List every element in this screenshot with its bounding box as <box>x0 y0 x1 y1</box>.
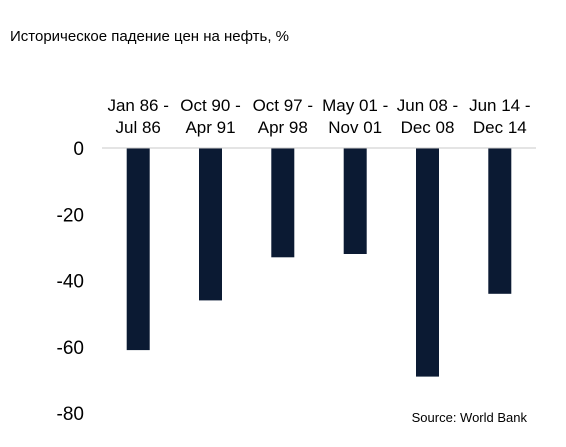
category-label-1: Jan 86 - Jul 86 <box>107 96 168 137</box>
y-tick-label-4: -60 <box>57 338 84 359</box>
bar-4 <box>343 148 367 254</box>
category-labels: Jan 86 - Jul 86 Oct 90 - Apr 91 Oct 97 - Apr … <box>107 96 530 137</box>
bar-6 <box>488 148 512 294</box>
source-note: Source: World Bank <box>412 410 528 425</box>
category-label-end: Apr 91 <box>185 118 235 137</box>
category-label-5: Jun 08 - Dec 08 <box>397 96 458 137</box>
y-axis-tick-labels: 0 -20 -40 -60 -80 <box>57 139 84 425</box>
y-tick-label-3: -40 <box>57 272 84 293</box>
bars <box>126 148 512 377</box>
category-label-2: Oct 90 - Apr 91 <box>180 96 240 137</box>
category-label-start: Oct 90 - <box>180 96 240 115</box>
y-tick-label-1: 0 <box>73 139 84 160</box>
category-label-end: Jul 86 <box>116 118 161 137</box>
category-label-end: Dec 08 <box>401 118 455 137</box>
category-label-start: May 01 - <box>322 96 388 115</box>
category-label-end: Dec 14 <box>473 118 527 137</box>
category-label-start: Oct 97 - <box>253 96 313 115</box>
bar-5 <box>416 148 439 377</box>
category-label-6: Jun 14 - Dec 14 <box>469 96 530 137</box>
y-tick-label-2: -20 <box>57 205 84 226</box>
category-label-start: Jun 14 - <box>469 96 530 115</box>
category-label-end: Apr 98 <box>258 118 308 137</box>
chart-title: Историческое падение цен на нефть, % <box>10 28 290 45</box>
category-label-end: Nov 01 <box>328 118 382 137</box>
bar-3 <box>271 148 295 258</box>
bar-1 <box>126 148 150 351</box>
category-label-4: May 01 - Nov 01 <box>322 96 388 137</box>
y-tick-label-5: -80 <box>57 404 84 425</box>
category-label-start: Jun 08 - <box>397 96 458 115</box>
bar-2 <box>199 148 222 301</box>
category-label-3: Oct 97 - Apr 98 <box>253 96 313 137</box>
category-label-start: Jan 86 - <box>107 96 168 115</box>
